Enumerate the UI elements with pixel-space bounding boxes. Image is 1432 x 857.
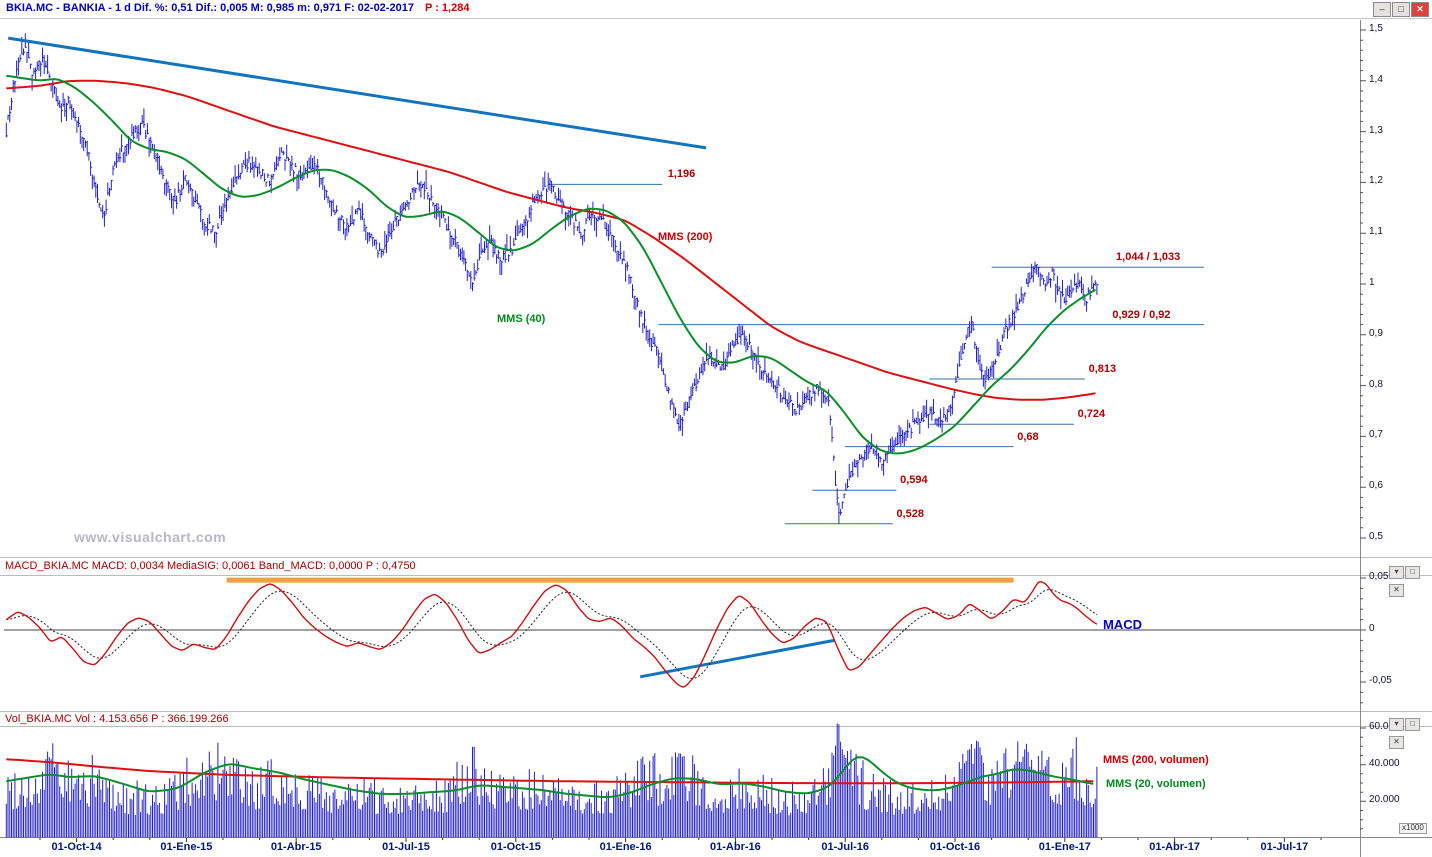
volume-panel-dropdown-button[interactable]: ▾ — [1389, 718, 1404, 731]
x-axis-ticks — [39, 838, 1322, 842]
volume-panel-close-button[interactable]: ✕ — [1389, 736, 1404, 749]
macd-signal-line — [6, 589, 1098, 679]
macd-panel-close-button[interactable]: ✕ — [1389, 584, 1404, 597]
price-trendline — [7, 36, 707, 150]
macd-panel-controls: ▾ □✕ — [1388, 561, 1432, 597]
window-maximize-button[interactable]: □ — [1392, 2, 1410, 17]
macd-trendline — [639, 638, 835, 679]
volume-bars — [5, 723, 1098, 838]
chart-title: BKIA.MC - BANKIA - 1 d Dif. %: 0,51 Dif.… — [6, 2, 414, 14]
macd-panel-maximize-button[interactable]: □ — [1405, 566, 1420, 579]
window-controls: – □ ✕ — [1372, 2, 1429, 17]
scale-ticks — [1360, 29, 1366, 830]
volume-mms20-line — [6, 756, 1094, 799]
macd-line — [5, 580, 1098, 688]
mms40-line — [6, 74, 1097, 455]
volume-mms200-line — [6, 758, 1094, 785]
mms200-line — [6, 79, 1096, 401]
price-bars — [5, 33, 1098, 524]
volume-panel-controls: ▾ □✕ — [1388, 713, 1432, 749]
chart-title-last-price: P : 1,284 — [425, 2, 470, 14]
price-close-ticks — [6, 46, 1099, 514]
volume-panel-maximize-button[interactable]: □ — [1405, 718, 1420, 731]
panel-separators — [0, 557, 1432, 727]
window-titlebar[interactable]: BKIA.MC - BANKIA - 1 d Dif. %: 0,51 Dif.… — [0, 0, 1432, 19]
macd-panel-dropdown-button[interactable]: ▾ — [1389, 566, 1404, 579]
window-close-button[interactable]: ✕ — [1411, 2, 1429, 17]
window-minimize-button[interactable]: – — [1373, 2, 1391, 17]
